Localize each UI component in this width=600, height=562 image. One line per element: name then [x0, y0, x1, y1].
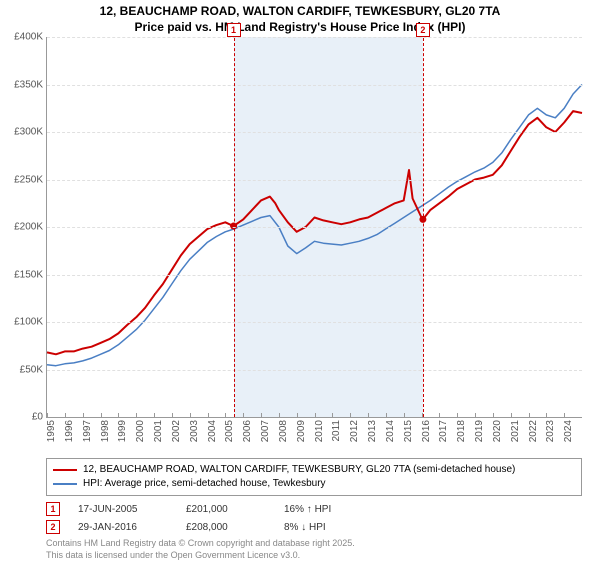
legend-swatch [53, 483, 77, 485]
x-tick-label: 2008 [278, 420, 289, 442]
x-tick-label: 2015 [403, 420, 414, 442]
x-tick-label: 1998 [100, 420, 111, 442]
x-tick-label: 2021 [510, 420, 521, 442]
legend-row: 12, BEAUCHAMP ROAD, WALTON CARDIFF, TEWK… [53, 463, 575, 477]
x-tick-label: 1999 [117, 420, 128, 442]
footer-line-1: Contains HM Land Registry data © Crown c… [46, 538, 355, 548]
y-tick-label: £300K [14, 127, 43, 138]
x-tick-label: 1997 [82, 420, 93, 442]
footer-line-2: This data is licensed under the Open Gov… [46, 550, 300, 560]
x-tick-label: 2004 [207, 420, 218, 442]
footer-text: Contains HM Land Registry data © Crown c… [46, 538, 582, 561]
x-tick-label: 2014 [385, 420, 396, 442]
title-line-1: 12, BEAUCHAMP ROAD, WALTON CARDIFF, TEWK… [100, 4, 501, 18]
y-tick-label: £350K [14, 79, 43, 90]
legend-row: HPI: Average price, semi-detached house,… [53, 477, 575, 491]
legend-label: 12, BEAUCHAMP ROAD, WALTON CARDIFF, TEWK… [83, 463, 515, 477]
y-tick-label: £100K [14, 317, 43, 328]
y-tick-label: £150K [14, 269, 43, 280]
x-tick-label: 2022 [528, 420, 539, 442]
legend-swatch [53, 469, 77, 471]
x-tick-label: 2016 [421, 420, 432, 442]
event-badge: 2 [46, 520, 60, 534]
legend-label: HPI: Average price, semi-detached house,… [83, 477, 326, 491]
x-tick-label: 2019 [474, 420, 485, 442]
x-tick-label: 2023 [545, 420, 556, 442]
y-tick-label: £250K [14, 174, 43, 185]
y-tick-label: £200K [14, 222, 43, 233]
y-tick-label: £0 [32, 412, 43, 423]
x-tick-label: 2000 [135, 420, 146, 442]
event-delta: 8% ↓ HPI [284, 522, 326, 533]
event-date: 17-JUN-2005 [78, 504, 168, 515]
x-tick-label: 2009 [296, 420, 307, 442]
chart-container: 12, BEAUCHAMP ROAD, WALTON CARDIFF, TEWK… [0, 0, 600, 560]
event-price: £208,000 [186, 522, 266, 533]
event-date: 29-JAN-2016 [78, 522, 168, 533]
event-badge: 1 [46, 502, 60, 516]
marker-badge: 2 [416, 23, 430, 37]
plot-area: £0£50K£100K£150K£200K£250K£300K£350K£400… [46, 37, 582, 418]
x-tick-label: 2003 [189, 420, 200, 442]
y-tick-label: £50K [20, 364, 43, 375]
x-tick-label: 2020 [492, 420, 503, 442]
x-tick-label: 1995 [46, 420, 57, 442]
x-tick-label: 2013 [367, 420, 378, 442]
events-table: 1 17-JUN-2005 £201,000 16% ↑ HPI 2 29-JA… [46, 500, 582, 536]
event-row: 1 17-JUN-2005 £201,000 16% ↑ HPI [46, 500, 582, 518]
y-tick-label: £400K [14, 32, 43, 43]
x-tick-label: 2006 [242, 420, 253, 442]
x-tick-label: 2002 [171, 420, 182, 442]
x-tick-label: 1996 [64, 420, 75, 442]
marker-badge: 1 [227, 23, 241, 37]
x-tick-label: 2024 [563, 420, 574, 442]
x-tick-label: 2010 [314, 420, 325, 442]
event-price: £201,000 [186, 504, 266, 515]
x-tick-label: 2005 [224, 420, 235, 442]
x-tick-label: 2012 [349, 420, 360, 442]
chart-title: 12, BEAUCHAMP ROAD, WALTON CARDIFF, TEWK… [0, 0, 600, 37]
x-tick-label: 2007 [260, 420, 271, 442]
x-tick-label: 2017 [438, 420, 449, 442]
event-delta: 16% ↑ HPI [284, 504, 331, 515]
x-tick-label: 2001 [153, 420, 164, 442]
event-row: 2 29-JAN-2016 £208,000 8% ↓ HPI [46, 518, 582, 536]
x-tick-label: 2011 [331, 420, 342, 442]
x-axis-labels: 1995 1996 1997 1998 1999 2000 2001 2002 2003 2004… [46, 418, 582, 452]
x-tick-label: 2018 [456, 420, 467, 442]
legend: 12, BEAUCHAMP ROAD, WALTON CARDIFF, TEWK… [46, 458, 582, 496]
